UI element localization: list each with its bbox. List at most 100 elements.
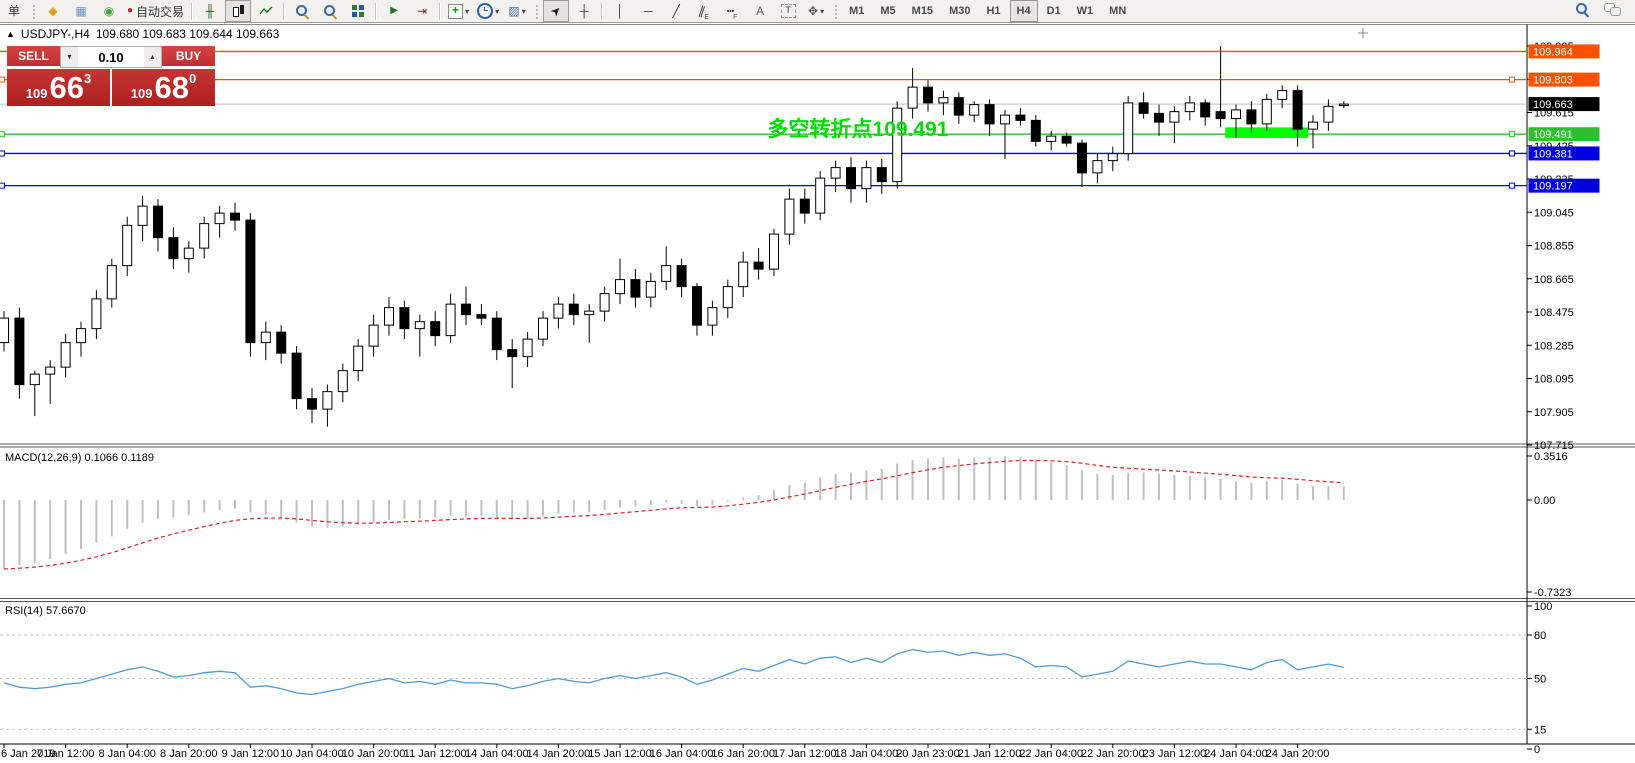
gold-bar-icon[interactable]: ◆ [48, 4, 58, 18]
autotrade-button[interactable]: ● 自动交易 [124, 0, 187, 22]
timeframe-m1[interactable]: M1 [849, 5, 865, 17]
svg-text:7 Jan 12:00: 7 Jan 12:00 [37, 748, 95, 760]
svg-text:22 Jan 20:00: 22 Jan 20:00 [1081, 748, 1145, 760]
clock-icon [477, 3, 494, 19]
toolbar-separator [283, 2, 286, 20]
svg-text:0.00: 0.00 [1534, 495, 1555, 507]
svg-text:107.905: 107.905 [1534, 407, 1574, 419]
timeframe-m5[interactable]: M5 [880, 5, 896, 17]
svg-text:15 Jan 12:00: 15 Jan 12:00 [588, 748, 652, 760]
svg-text:8 Jan 04:00: 8 Jan 04:00 [98, 748, 156, 760]
trendline-tool[interactable]: ╱ [672, 4, 680, 18]
volume-up-button[interactable]: ▲ [144, 47, 161, 67]
buy-button[interactable]: BUY [162, 46, 215, 68]
one-click-trading-panel: SELL ▼ 0.10 ▲ BUY 109 66 3 109 68 0 [7, 46, 215, 106]
fibonacci-tool[interactable]: ┅ F [726, 4, 738, 21]
timeframe-mn[interactable]: MN [1109, 5, 1127, 17]
svg-text:RSI(14) 57.6670: RSI(14) 57.6670 [5, 605, 86, 617]
svg-text:109.663: 109.663 [1533, 99, 1573, 111]
svg-text:80: 80 [1534, 630, 1546, 642]
buy-price[interactable]: 109 68 0 [112, 69, 215, 106]
volume-down-button[interactable]: ▼ [61, 47, 78, 67]
chart-canvas[interactable]: 多空转折点109.491109.995109.805109.615109.425… [0, 22, 1635, 763]
zoom-out-icon[interactable] [317, 0, 343, 22]
sell-price[interactable]: 109 66 3 [7, 69, 110, 106]
svg-text:14 Jan 20:00: 14 Jan 20:00 [527, 748, 591, 760]
timeframe-h4[interactable]: H4 [1009, 0, 1038, 22]
autotrade-icon: ● [127, 5, 134, 16]
svg-text:-0.7323: -0.7323 [1534, 587, 1571, 599]
text-label-tool[interactable]: T [775, 0, 801, 22]
svg-text:17 Jan 12:00: 17 Jan 12:00 [773, 748, 837, 760]
svg-text:109.197: 109.197 [1533, 181, 1573, 193]
toolbar-separator [439, 2, 442, 20]
svg-text:108.285: 108.285 [1534, 340, 1574, 352]
cursor-tool[interactable]: ➤ [543, 0, 570, 22]
terminal-icon[interactable]: ▦ [75, 4, 87, 18]
svg-text:22 Jan 04:00: 22 Jan 04:00 [1019, 748, 1083, 760]
svg-text:11 Jan 12:00: 11 Jan 12:00 [404, 748, 467, 760]
new-order-button[interactable]: 单 [1, 0, 27, 22]
new-order-label: 单 [7, 4, 20, 18]
toolbar-separator [375, 2, 378, 20]
svg-text:108.095: 108.095 [1534, 374, 1574, 386]
svg-text:15: 15 [1534, 724, 1546, 736]
timeframe-bar: M1 M5 M15 M30 H1 H4 D1 W1 MN [841, 0, 1134, 22]
add-indicator-icon: + [448, 3, 464, 19]
arrows-tool[interactable]: ✥ ▾ [808, 4, 825, 18]
timeframe-w1[interactable]: W1 [1076, 5, 1094, 17]
svg-text:14 Jan 04:00: 14 Jan 04:00 [465, 748, 529, 760]
svg-text:多空转折点109.491: 多空转折点109.491 [768, 117, 949, 141]
timeframe-m15[interactable]: M15 [911, 5, 934, 17]
toolbar-separator [601, 2, 604, 20]
autotrade-label: 自动交易 [136, 4, 185, 19]
toolbar-grip[interactable] [834, 3, 839, 19]
svg-text:6 Jan 2019: 6 Jan 2019 [1, 748, 55, 760]
svg-text:109.803: 109.803 [1533, 75, 1573, 87]
svg-text:MACD(12,26,9) 0.1066 0.1189: MACD(12,26,9) 0.1066 0.1189 [5, 452, 154, 464]
ohlc-readout: 109.680 109.683 109.644 109.663 [95, 27, 280, 41]
line-chart-icon[interactable] [253, 0, 279, 22]
timeframe-h1[interactable]: H1 [986, 5, 1001, 17]
tile-windows-icon[interactable] [345, 0, 371, 22]
svg-text:24 Jan 20:00: 24 Jan 20:00 [1266, 748, 1330, 760]
svg-text:10 Jan 20:00: 10 Jan 20:00 [342, 748, 406, 760]
zoom-in-icon[interactable] [289, 0, 315, 22]
candlestick-chart-icon[interactable] [225, 0, 252, 22]
svg-text:16 Jan 20:00: 16 Jan 20:00 [711, 748, 775, 760]
template-button[interactable]: ▨ ▾ [508, 4, 526, 18]
svg-text:16 Jan 04:00: 16 Jan 04:00 [650, 748, 714, 760]
toolbar-grip[interactable] [535, 3, 540, 19]
svg-text:109.045: 109.045 [1534, 207, 1574, 219]
svg-text:20 Jan 23:00: 20 Jan 23:00 [896, 748, 960, 760]
crosshair-tool[interactable]: ┼ [579, 4, 589, 18]
add-indicator-button[interactable]: + ▾ [445, 0, 472, 22]
svg-text:109.491: 109.491 [1533, 129, 1573, 141]
toolbar: 单 ◆ ▦ ◉ ● 自动交易 ╫ ▶ ⇥ + ▾ ▾ ▨ ▾ ➤ ┼ │ ─ ╱ ∥… [0, 0, 1635, 23]
svg-text:108.475: 108.475 [1534, 307, 1574, 319]
vertical-line-tool[interactable]: │ [616, 4, 624, 18]
sell-button[interactable]: SELL [7, 46, 60, 68]
period-clock-button[interactable]: ▾ [474, 0, 502, 22]
signal-icon[interactable]: ◉ [103, 4, 115, 18]
autoscroll-icon[interactable]: ▶ [390, 5, 398, 16]
chat-icon[interactable] [1604, 3, 1621, 19]
svg-text:108.665: 108.665 [1534, 274, 1574, 286]
timeframe-d1[interactable]: D1 [1046, 5, 1061, 17]
bar-chart-icon[interactable]: ╫ [205, 4, 215, 18]
svg-text:8 Jan 20:00: 8 Jan 20:00 [160, 748, 218, 760]
chart-title-bar: ▲ USDJPY-,H4 109.680 109.683 109.644 109… [6, 27, 286, 41]
channel-tool[interactable]: ∥ E [697, 3, 709, 21]
timeframe-m30[interactable]: M30 [949, 5, 971, 17]
svg-text:109.381: 109.381 [1533, 148, 1573, 160]
volume-input[interactable]: 0.10 [98, 49, 124, 65]
symbol-period-label: USDJPY-,H4 [20, 27, 90, 41]
text-tool[interactable]: A [756, 4, 765, 18]
svg-text:9 Jan 12:00: 9 Jan 12:00 [222, 748, 280, 760]
toolbar-grip[interactable] [32, 3, 36, 19]
search-icon[interactable] [1575, 2, 1590, 20]
horizontal-line-tool[interactable]: ─ [643, 4, 653, 18]
one-click-collapse-icon[interactable]: ▲ [6, 29, 15, 39]
chart-shift-icon[interactable]: ⇥ [417, 4, 428, 18]
